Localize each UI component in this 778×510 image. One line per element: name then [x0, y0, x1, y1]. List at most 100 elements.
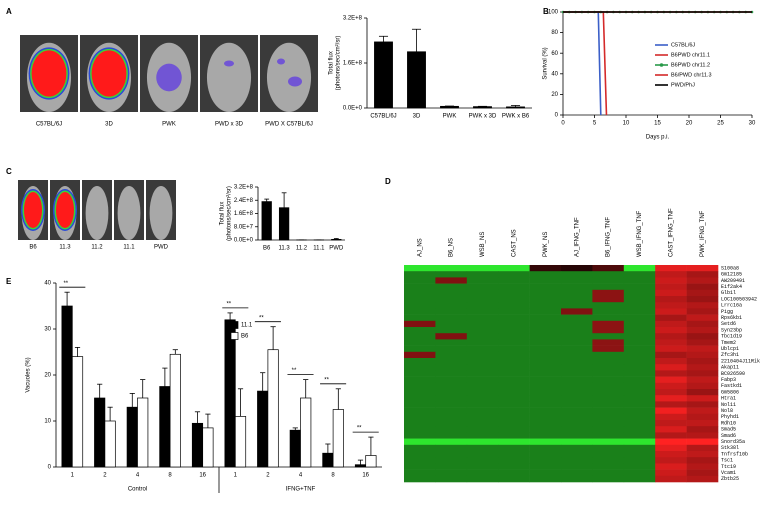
heat-cell — [623, 271, 656, 278]
heat-cell — [592, 339, 625, 346]
row-label: S100a8 — [721, 265, 739, 271]
heat-cell — [592, 451, 625, 458]
heat-cell — [466, 314, 499, 322]
heat-cell — [592, 302, 625, 309]
heat-cell — [404, 296, 436, 303]
x-tick-label: 25 — [717, 121, 724, 127]
heat-cell — [592, 358, 625, 365]
heat-cell — [561, 457, 593, 464]
heat-cell — [466, 389, 499, 396]
heat-cell — [529, 395, 562, 402]
heat-cell — [435, 358, 468, 365]
heat-cell — [435, 457, 468, 464]
row-label: AW209491 — [721, 278, 745, 284]
row-label: Rps6kb1 — [721, 315, 742, 321]
image-label: B6 — [29, 245, 37, 251]
row-label: Fabp3 — [721, 377, 736, 383]
heat-cell — [592, 457, 625, 464]
bar — [278, 207, 290, 241]
heat-cell — [592, 327, 625, 334]
signal — [156, 63, 182, 92]
heat-cell — [686, 302, 719, 309]
heat-cell — [592, 463, 625, 470]
heat-cell — [404, 327, 436, 334]
heat-cell — [655, 438, 687, 446]
error-bar — [194, 411, 201, 424]
x-tick-label: 4 — [136, 473, 140, 479]
heat-cell — [498, 314, 530, 322]
x-tick-label: 1 — [234, 473, 238, 479]
heat-cell — [498, 351, 530, 359]
error-bar — [292, 427, 298, 431]
bar — [473, 106, 492, 109]
heat-cell — [592, 432, 625, 439]
heat-cell — [686, 283, 719, 291]
heat-cell — [466, 265, 499, 272]
heat-cell — [655, 265, 687, 272]
mouse-body — [206, 42, 252, 112]
heat-cell — [404, 351, 436, 359]
column-label: B6_NS — [449, 238, 455, 257]
heat-cell — [466, 351, 499, 359]
heat-cell — [404, 463, 436, 470]
heat-cell — [498, 401, 530, 408]
row-label: Tnfrsf10b — [721, 451, 748, 457]
heat-cell — [561, 296, 593, 303]
y-tick-label: 100 — [548, 10, 559, 16]
y-tick-label: 3.2E+8 — [234, 185, 254, 191]
bar — [300, 397, 312, 468]
legend-swatch — [230, 321, 239, 329]
bar — [137, 397, 149, 468]
heat-cell — [498, 320, 530, 328]
heat-cell — [466, 451, 499, 458]
heat-cell — [529, 426, 562, 433]
heat-cell — [498, 370, 530, 377]
heat-cell — [561, 320, 593, 328]
heat-cell — [561, 395, 593, 402]
heat-cell — [561, 271, 593, 278]
heat-cell — [498, 389, 530, 396]
heat-cell — [404, 407, 436, 415]
heat-cell — [529, 289, 562, 297]
error-bar — [260, 372, 266, 392]
heat-cell — [498, 271, 530, 278]
heat-cell — [435, 432, 468, 439]
heat-cell — [655, 351, 687, 359]
heat-cell — [655, 426, 687, 433]
heat-cell — [561, 432, 593, 439]
heat-cell — [561, 469, 593, 477]
error-bar — [264, 198, 270, 202]
x-tick-label: 10 — [623, 121, 630, 127]
heat-cell — [592, 283, 625, 291]
column-label: AJ_NS — [417, 238, 423, 257]
heat-cell — [623, 351, 656, 359]
significance-label: ** — [259, 315, 264, 321]
heat-cell — [623, 265, 656, 272]
heat-cell — [435, 438, 468, 446]
mouse-body — [149, 186, 173, 240]
heat-cell — [655, 364, 687, 371]
heat-cell — [498, 444, 530, 452]
heat-cell — [655, 475, 687, 483]
image-label: PWK — [162, 122, 176, 128]
heat-cell — [686, 475, 719, 483]
heat-cell — [561, 351, 593, 359]
error-bar — [237, 388, 244, 417]
heat-cell — [529, 364, 562, 371]
heat-cell — [435, 413, 468, 421]
heat-cell — [623, 370, 656, 377]
significance-label: ** — [324, 377, 329, 383]
heat-cell — [623, 469, 656, 477]
heat-cell — [592, 401, 625, 408]
group-label: IFNG+TNF — [286, 487, 316, 493]
legend-label: C57BL/6J — [671, 42, 695, 48]
row-label: Smad5 — [721, 427, 736, 433]
y-tick-label: 2.4E+8 — [234, 198, 254, 204]
mouse-body — [266, 42, 312, 112]
heat-cell — [404, 289, 436, 297]
row-label: Vcam1 — [721, 470, 736, 476]
panel-letter: D — [385, 177, 391, 186]
row-label: Zfc3h1 — [721, 352, 739, 358]
heat-cell — [655, 469, 687, 477]
heat-cell — [623, 320, 656, 328]
